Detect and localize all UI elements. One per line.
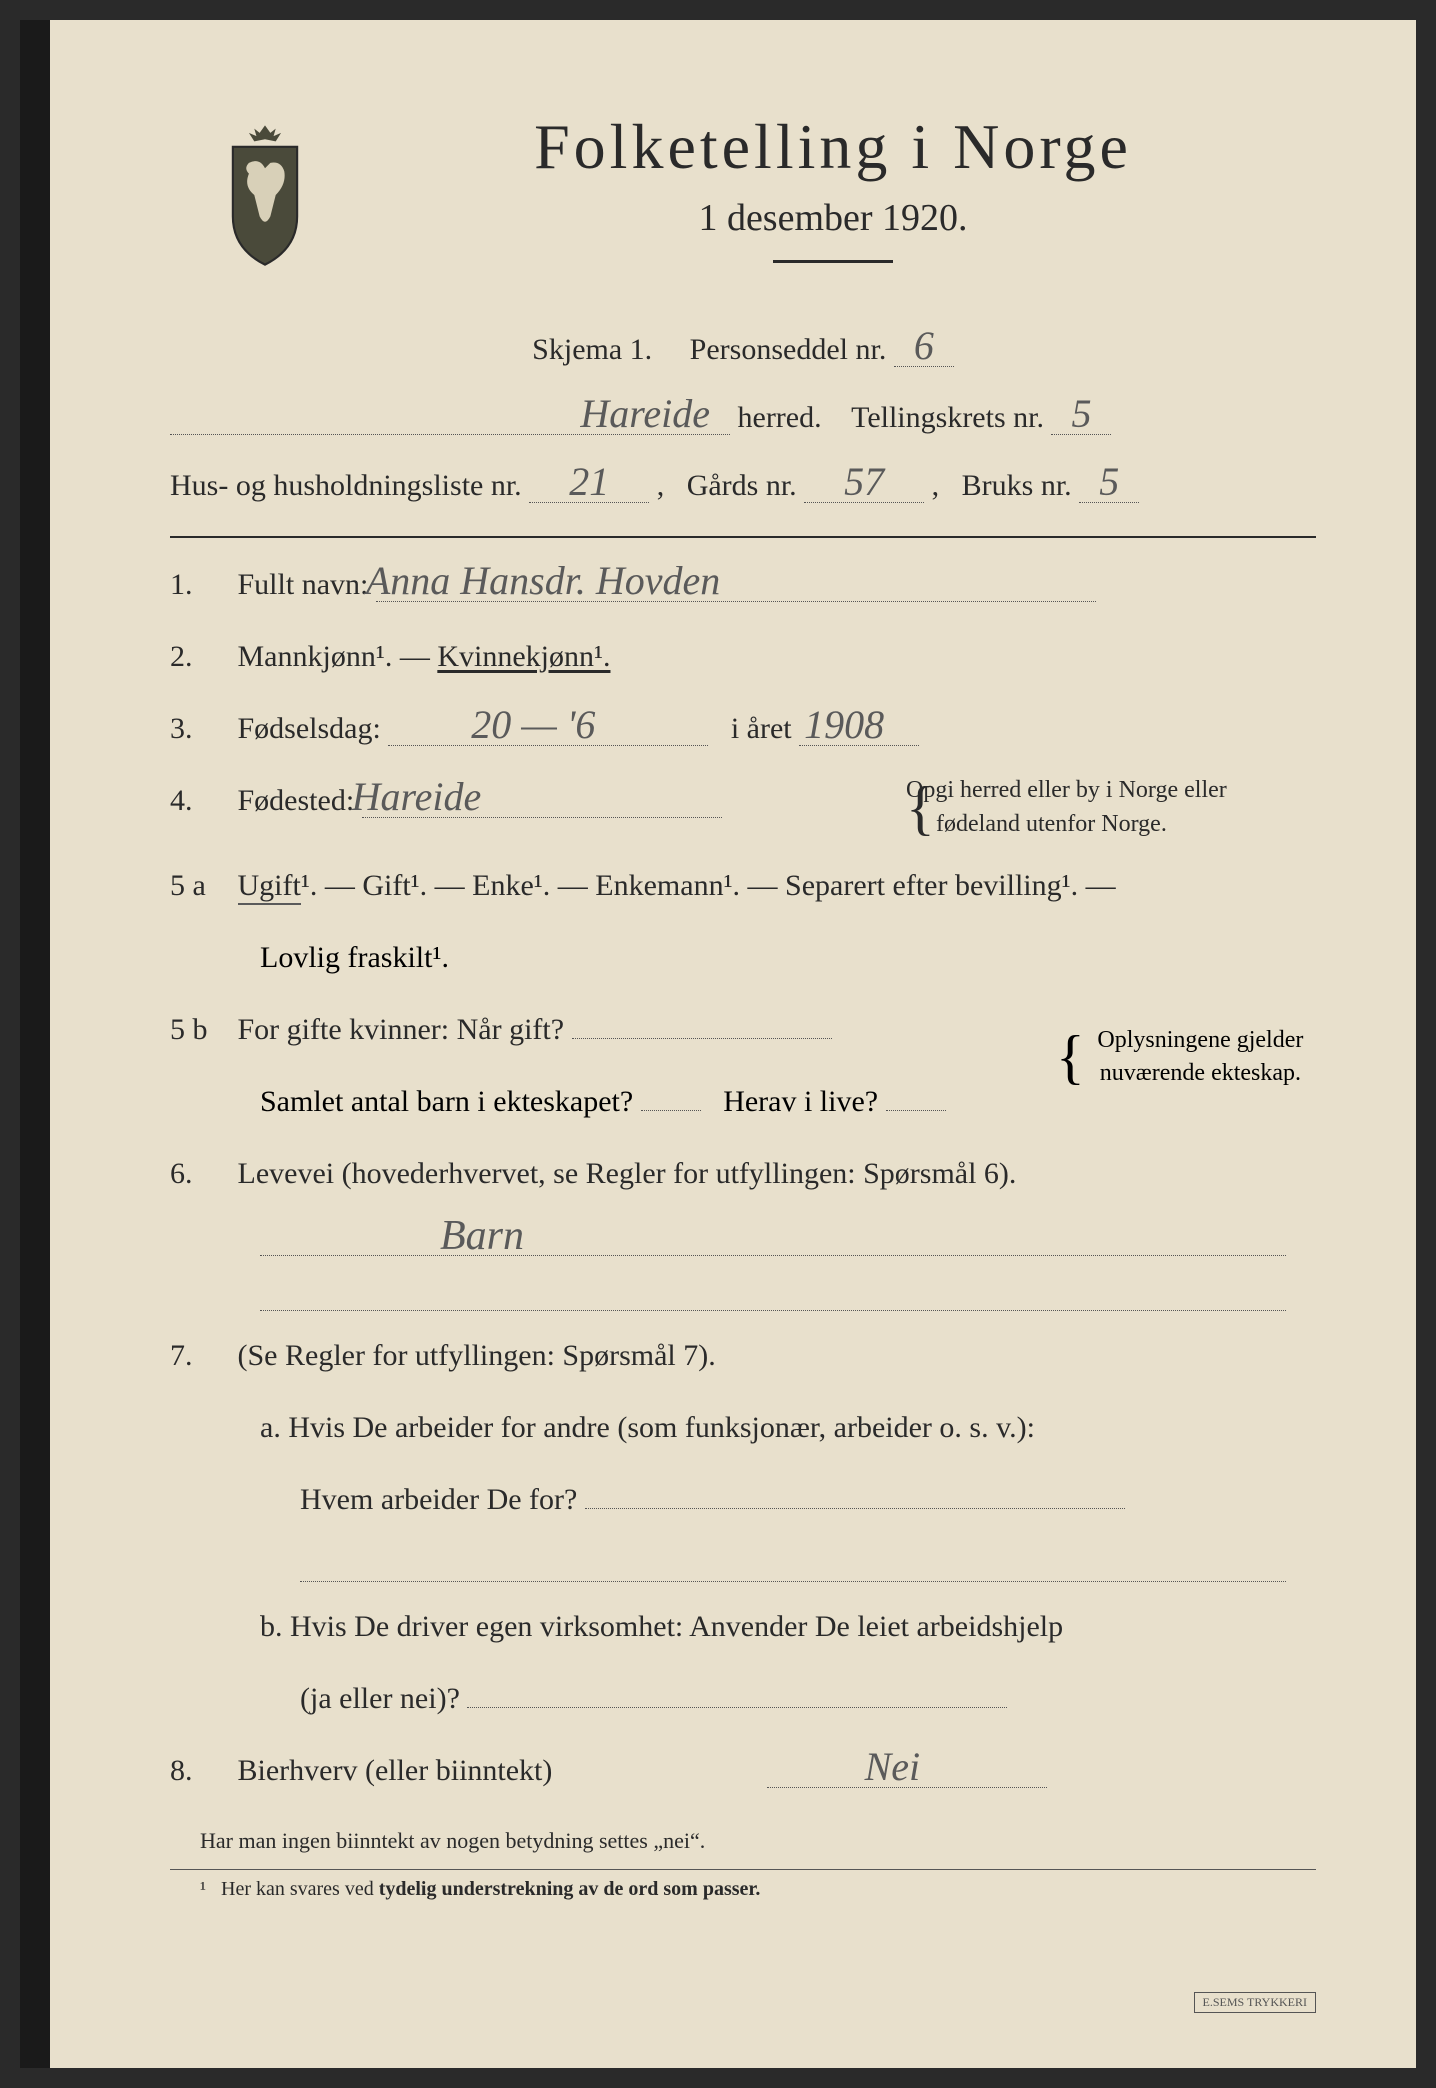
q5a-cont: Lovlig fraskilt¹. (260, 931, 1316, 985)
q5b-label1: For gifte kvinner: Når gift? (238, 1013, 565, 1046)
q7a-q: Hvem arbeider De for? (300, 1473, 1316, 1527)
q4-note-text: Opgi herred eller by i Norge eller fødel… (936, 774, 1316, 841)
skjema-line: Skjema 1. Personseddel nr. 6 (170, 320, 1316, 380)
q6-line2 (260, 1281, 1286, 1311)
q7b-q: (ja eller nei)? (300, 1672, 1316, 1726)
q2-sep: — (400, 640, 438, 673)
printer-stamp: E.SEMS TRYKKERI (1194, 1992, 1316, 2013)
q7a-line (300, 1552, 1286, 1582)
footnote-1: Har man ingen biinntekt av nogen betydni… (170, 1828, 1316, 1854)
q7b-value (467, 1707, 1007, 1708)
q3-day: 20 — '6 (388, 705, 708, 746)
q7-label: (Se Regler for utfyllingen: Spørsmål 7). (238, 1339, 716, 1372)
q7b-text: Hvis De driver egen virksomhet: Anvender… (290, 1610, 1063, 1643)
q7a-qtext: Hvem arbeider De for? (300, 1483, 577, 1516)
q4-label: Fødested: (238, 784, 355, 817)
hushold-line: Hus- og husholdningsliste nr. 21 , Gårds… (170, 456, 1316, 516)
tellingskrets-nr: 5 (1051, 394, 1111, 435)
q7-num: 7. (170, 1329, 230, 1383)
q5b-note-text: Oplysningene gjelder nuværende ekteskap. (1085, 1024, 1316, 1091)
bruks-nr: 5 (1079, 462, 1139, 503)
q7a-value (585, 1508, 1125, 1509)
q5a-rest: ¹. — Gift¹. — Enke¹. — Enkemann¹. — Sepa… (301, 869, 1116, 902)
title-rule (773, 260, 893, 263)
q5b-note: { Oplysningene gjelder nuværende ekteska… (1056, 1024, 1316, 1091)
q5a-num: 5 a (170, 859, 230, 913)
q4-num: 4. (170, 774, 230, 828)
q4-note: { Opgi herred eller by i Norge eller fød… (936, 774, 1316, 841)
footnote-2: ¹ Her kan svares ved tydelig understrekn… (170, 1869, 1316, 1901)
personseddel-label: Personseddel nr. (690, 333, 887, 366)
q2: 2. Mannkjønn¹. — Kvinnekjønn¹. (170, 630, 1316, 684)
q7b: b. Hvis De driver egen virksomhet: Anven… (260, 1600, 1316, 1654)
q3-year-label: i året (731, 712, 792, 745)
q5b-num: 5 b (170, 1003, 230, 1057)
q5a-selected: Ugift (238, 869, 301, 905)
title-block: Folketelling i Norge 1 desember 1920. (350, 110, 1316, 263)
tellingskrets-label: Tellingskrets nr. (851, 401, 1044, 434)
q7b-qtext: (ja eller nei)? (300, 1682, 460, 1715)
fn2-num: ¹ (200, 1878, 206, 1900)
personseddel-nr: 6 (894, 326, 954, 367)
gards-label: Gårds nr. (687, 469, 797, 502)
q1-label: Fullt navn: (238, 568, 369, 601)
q4-value: Hareide (362, 777, 722, 818)
q5b-v1 (572, 1038, 832, 1039)
q7b-num: b. (260, 1610, 283, 1643)
q4: 4. Fødested: Hareide { Opgi herred eller… (170, 774, 1316, 841)
q8-num: 8. (170, 1744, 230, 1798)
q1: 1. Fullt navn: Anna Hansdr. Hovden (170, 558, 1316, 612)
herred-line: Hareide herred. Tellingskrets nr. 5 (170, 388, 1316, 448)
q7: 7. (Se Regler for utfyllingen: Spørsmål … (170, 1329, 1316, 1383)
q6-label: Levevei (hovederhvervet, se Regler for u… (238, 1157, 1017, 1190)
q3-label: Fødselsdag: (238, 712, 381, 745)
q8-value: Nei (767, 1747, 1047, 1788)
q7a: a. Hvis De arbeider for andre (som funks… (260, 1401, 1316, 1455)
q8: 8. Bierhverv (eller biinntekt) Nei (170, 1744, 1316, 1798)
q6-line1: Barn (260, 1226, 1286, 1256)
q2-num: 2. (170, 630, 230, 684)
bruks-label: Bruks nr. (962, 469, 1072, 502)
main-title: Folketelling i Norge (350, 110, 1316, 184)
hushold-nr: 21 (529, 462, 649, 503)
q3-num: 3. (170, 702, 230, 756)
q8-label: Bierhverv (eller biinntekt) (238, 1754, 553, 1787)
q3: 3. Fødselsdag: 20 — '6 i året 1908 (170, 702, 1316, 756)
q5b-label2: Samlet antal barn i ekteskapet? (260, 1085, 633, 1118)
fn2-text: Her kan svares ved tydelig understreknin… (221, 1878, 760, 1900)
hushold-label: Hus- og husholdningsliste nr. (170, 469, 522, 502)
coat-of-arms-icon (210, 120, 320, 270)
q5a: 5 a Ugift¹. — Gift¹. — Enke¹. — Enkemann… (170, 859, 1316, 913)
q6-value: Barn (440, 1212, 524, 1260)
q5b-label3: Herav i live? (723, 1085, 878, 1118)
subtitle: 1 desember 1920. (350, 196, 1316, 240)
q1-value: Anna Hansdr. Hovden (376, 561, 1096, 602)
q6: 6. Levevei (hovederhvervet, se Regler fo… (170, 1147, 1316, 1201)
q6-num: 6. (170, 1147, 230, 1201)
census-form-page: Folketelling i Norge 1 desember 1920. Sk… (20, 20, 1416, 2068)
skjema-label: Skjema 1. (532, 333, 652, 366)
q5b-v3 (886, 1110, 946, 1111)
gards-nr: 57 (804, 462, 924, 503)
herred-name: Hareide (170, 394, 730, 435)
q2-kvinne: Kvinnekjønn¹. (437, 640, 610, 673)
q2-mann: Mannkjønn¹. (238, 640, 393, 673)
q7a-text: Hvis De arbeider for andre (som funksjon… (288, 1411, 1035, 1444)
q5b-v2 (641, 1110, 701, 1111)
divider-1 (170, 536, 1316, 538)
q1-num: 1. (170, 558, 230, 612)
q3-year: 1908 (799, 705, 919, 746)
header: Folketelling i Norge 1 desember 1920. (170, 110, 1316, 270)
q7a-num: a. (260, 1411, 281, 1444)
q5b: 5 b For gifte kvinner: Når gift? Samlet … (170, 985, 1316, 1129)
herred-label: herred. (738, 401, 822, 434)
